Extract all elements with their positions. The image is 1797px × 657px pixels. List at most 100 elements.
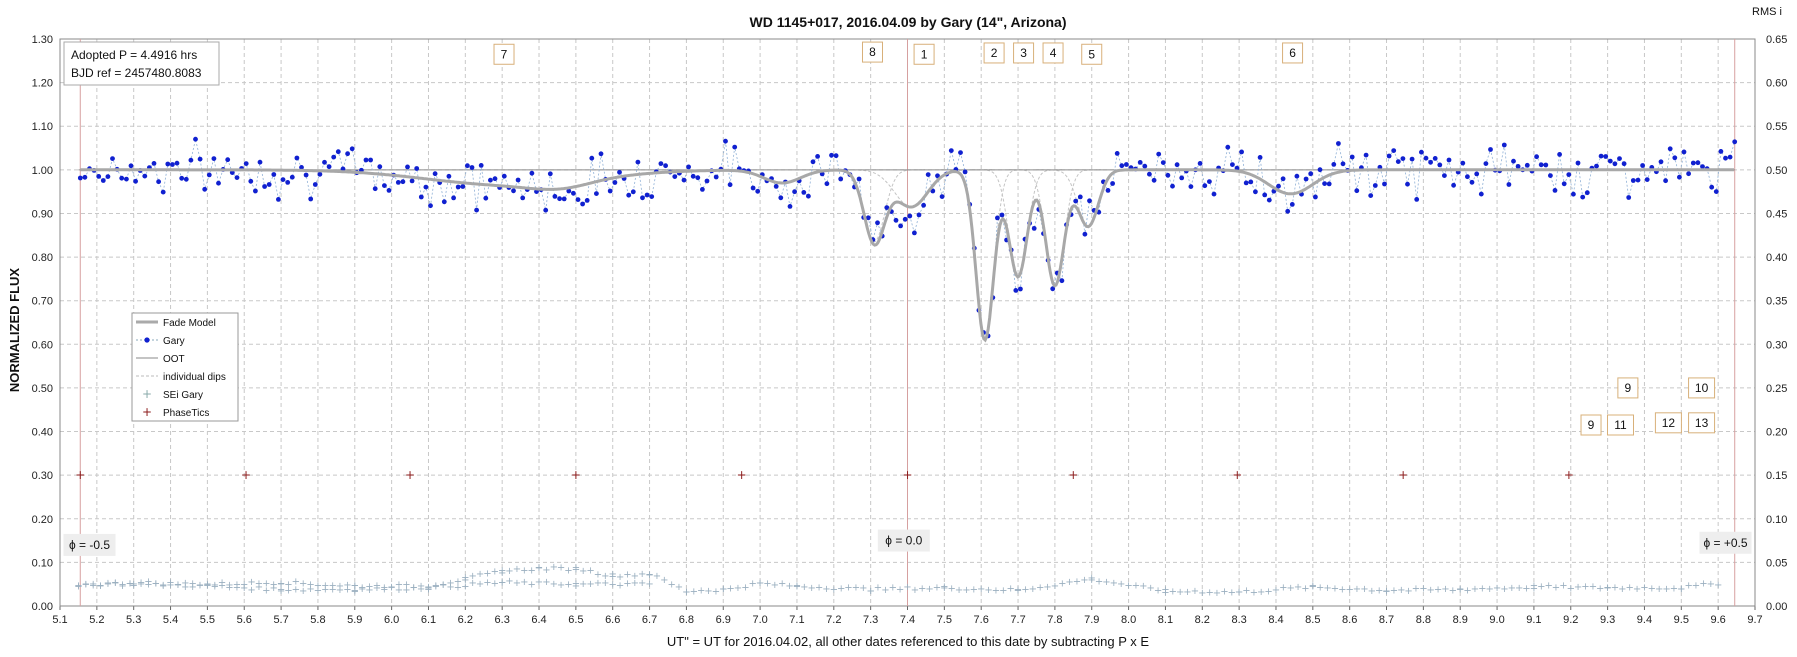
gary-point bbox=[1442, 173, 1447, 179]
sei-cross: + bbox=[970, 584, 978, 595]
sei-cross: + bbox=[1272, 585, 1280, 596]
sei-cross: + bbox=[528, 566, 536, 577]
sei-cross: + bbox=[255, 578, 263, 589]
sei-cross: + bbox=[1139, 581, 1147, 592]
dip-marker-label: 7 bbox=[501, 47, 508, 61]
gary-point bbox=[1382, 181, 1387, 187]
x-tick-label: 5.6 bbox=[237, 614, 252, 626]
phase-label-bg bbox=[1699, 531, 1752, 554]
sei-cross: + bbox=[535, 563, 543, 574]
sei-cross: + bbox=[1169, 586, 1177, 597]
gary-point bbox=[1640, 163, 1645, 168]
sei-cross: + bbox=[1508, 583, 1516, 594]
sei-cross: + bbox=[365, 585, 373, 596]
gary-point bbox=[543, 207, 549, 213]
gary-point bbox=[331, 154, 337, 160]
sei-cross: + bbox=[189, 582, 197, 593]
gary-point bbox=[151, 161, 157, 166]
gary-point bbox=[1142, 163, 1148, 169]
gary-point bbox=[266, 182, 272, 187]
sei-cross: + bbox=[844, 583, 852, 594]
sei-cross: + bbox=[152, 578, 160, 589]
gary-point bbox=[1621, 161, 1627, 167]
x-tick-label: 9.4 bbox=[1637, 614, 1652, 626]
gary-point bbox=[234, 175, 240, 181]
sei-cross: + bbox=[623, 570, 631, 581]
gary-point bbox=[1607, 158, 1613, 164]
gary-point bbox=[124, 176, 129, 182]
x-tick-label: 9.7 bbox=[1747, 614, 1762, 626]
y-tick-label: 0.30 bbox=[32, 470, 53, 482]
gary-point bbox=[1160, 160, 1166, 166]
sei-cross: + bbox=[284, 580, 292, 591]
y-tick-label: 1.30 bbox=[32, 34, 53, 46]
sei-cross: + bbox=[1014, 586, 1022, 597]
sei-cross: + bbox=[1640, 582, 1648, 593]
gary-point bbox=[755, 188, 761, 194]
gary-point bbox=[469, 165, 475, 170]
sei-cross: + bbox=[557, 562, 565, 573]
sei-cross: + bbox=[513, 564, 521, 575]
y-tick-label: 1.10 bbox=[32, 121, 53, 133]
sei-cross: + bbox=[225, 582, 233, 593]
sei-cross: + bbox=[645, 570, 653, 581]
sei-cross: + bbox=[815, 582, 823, 593]
sei-cross: + bbox=[130, 581, 138, 592]
dip-marker-box bbox=[913, 43, 935, 65]
sei-cross: + bbox=[89, 580, 97, 591]
sei-cross: + bbox=[446, 582, 454, 593]
sei-cross: + bbox=[528, 579, 536, 590]
x-tick-labels: 5.1 5.2 5.3 5.4 5.5 5.6 5.7 5.8 5.9 6.0 6.1 6.2 6.3 6… bbox=[52, 614, 1762, 626]
gary-point bbox=[1336, 141, 1341, 146]
sei-cross: + bbox=[1522, 583, 1530, 594]
gary-point bbox=[1018, 286, 1023, 292]
sei-cross: + bbox=[432, 581, 440, 592]
x-tick-label: 5.9 bbox=[347, 614, 362, 626]
sei-cross: + bbox=[1434, 585, 1442, 596]
gary-point bbox=[829, 152, 834, 158]
sei-cross: + bbox=[616, 572, 624, 583]
gary-point bbox=[483, 195, 489, 201]
sei-cross: + bbox=[454, 577, 462, 588]
gary-point bbox=[165, 161, 171, 167]
gary-point bbox=[561, 196, 567, 202]
gary-point bbox=[349, 146, 355, 152]
gary-point bbox=[271, 172, 277, 177]
sei-cross: + bbox=[1537, 582, 1545, 593]
gary-point bbox=[340, 166, 346, 172]
sei-cross: + bbox=[104, 579, 112, 590]
sei-cross: + bbox=[697, 586, 705, 597]
gary-point bbox=[441, 199, 447, 205]
gary-point bbox=[211, 156, 217, 162]
dip-marker: 7 bbox=[493, 43, 515, 65]
dip-marker-box bbox=[1688, 412, 1716, 434]
legend-phasetics: PhaseTics bbox=[163, 408, 209, 419]
gary-point bbox=[792, 189, 797, 195]
sei-cross: + bbox=[373, 580, 381, 591]
sei-cross: + bbox=[1530, 583, 1538, 594]
y2-tick-label: 0.55 bbox=[1766, 121, 1787, 133]
sei-cross: + bbox=[1382, 586, 1390, 597]
gary-point bbox=[1349, 154, 1355, 160]
gary-point bbox=[1253, 189, 1258, 195]
x-tick-label: 7.1 bbox=[789, 614, 804, 626]
sei-cross: + bbox=[830, 584, 838, 595]
gary-point bbox=[1082, 231, 1088, 237]
sei-cross: + bbox=[1287, 583, 1295, 594]
gary-point bbox=[557, 196, 562, 202]
sei-cross: + bbox=[756, 578, 764, 589]
gary-point bbox=[1515, 164, 1521, 169]
gary-point bbox=[658, 161, 664, 167]
sei-cross: + bbox=[1360, 584, 1368, 595]
sei-cross: + bbox=[104, 578, 112, 589]
sei-cross: + bbox=[1404, 586, 1412, 597]
sei-cross: + bbox=[1559, 581, 1567, 592]
legend-individual-dips: individual dips bbox=[163, 372, 226, 383]
sei-cross: + bbox=[1655, 584, 1663, 595]
gary-point bbox=[1432, 156, 1438, 161]
dip-marker: 3 bbox=[1013, 42, 1035, 64]
sei-cross: + bbox=[306, 584, 314, 595]
gary-point bbox=[1105, 188, 1111, 193]
x-tick-label: 5.8 bbox=[310, 614, 325, 626]
sei-cross: + bbox=[1618, 584, 1626, 595]
